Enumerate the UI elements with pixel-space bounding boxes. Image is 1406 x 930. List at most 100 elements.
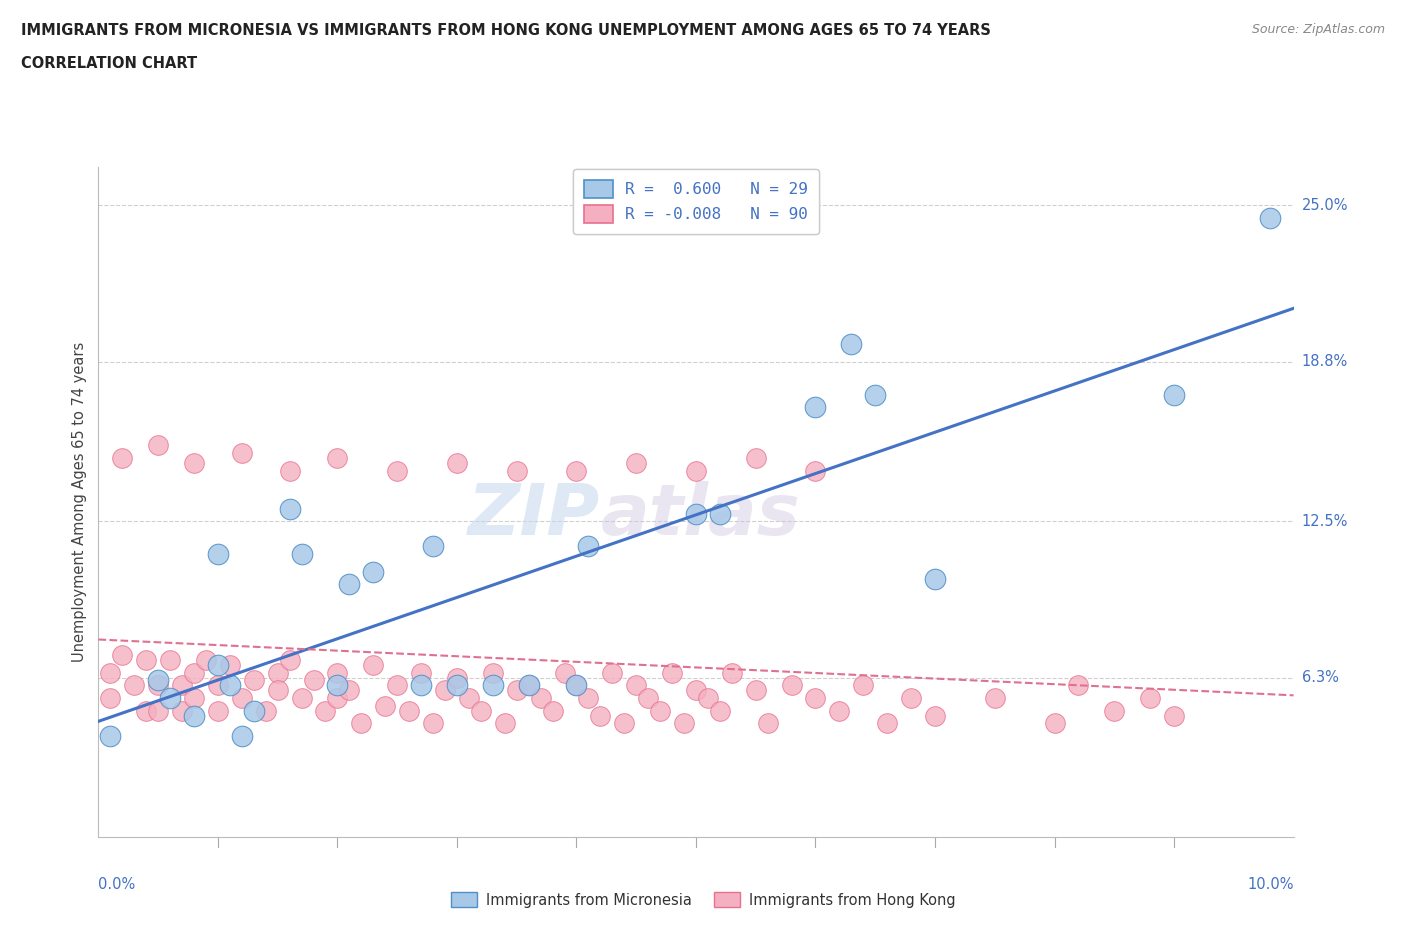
Point xyxy=(1139,691,1161,706)
Point xyxy=(804,400,827,415)
Point xyxy=(111,450,134,465)
Point xyxy=(98,665,122,680)
Point xyxy=(111,647,134,662)
Point xyxy=(804,463,827,478)
Point xyxy=(363,565,385,579)
Point xyxy=(446,678,468,693)
Point xyxy=(865,388,887,403)
Point xyxy=(339,577,360,591)
Point xyxy=(219,678,242,693)
Point xyxy=(350,716,373,731)
Point xyxy=(494,716,516,731)
Point xyxy=(745,450,768,465)
Point xyxy=(411,665,433,680)
Point xyxy=(148,703,170,718)
Point xyxy=(374,698,396,713)
Point xyxy=(613,716,636,731)
Point xyxy=(780,678,803,693)
Text: 18.8%: 18.8% xyxy=(1302,354,1348,369)
Point xyxy=(411,678,433,693)
Point xyxy=(207,678,229,693)
Point xyxy=(685,683,707,698)
Point xyxy=(183,709,205,724)
Point xyxy=(159,653,181,668)
Point xyxy=(983,691,1005,706)
Point xyxy=(541,703,564,718)
Point xyxy=(398,703,420,718)
Point xyxy=(578,539,600,554)
Point xyxy=(326,678,349,693)
Legend: R =  0.600   N = 29, R = -0.008   N = 90: R = 0.600 N = 29, R = -0.008 N = 90 xyxy=(572,168,820,234)
Point xyxy=(876,716,898,731)
Point xyxy=(624,678,647,693)
Point xyxy=(290,547,312,562)
Point xyxy=(194,653,218,668)
Point xyxy=(172,678,194,693)
Point xyxy=(685,463,707,478)
Text: 6.3%: 6.3% xyxy=(1302,671,1339,685)
Point xyxy=(267,665,290,680)
Point xyxy=(183,691,205,706)
Point xyxy=(565,463,588,478)
Point xyxy=(207,703,229,718)
Point xyxy=(852,678,875,693)
Point xyxy=(1163,388,1185,403)
Point xyxy=(243,703,266,718)
Point xyxy=(148,438,170,453)
Point xyxy=(481,665,505,680)
Point xyxy=(315,703,337,718)
Point xyxy=(648,703,672,718)
Point xyxy=(135,703,157,718)
Point xyxy=(422,539,444,554)
Point xyxy=(565,678,588,693)
Point xyxy=(363,658,385,672)
Point xyxy=(1258,210,1281,225)
Point xyxy=(624,456,647,471)
Point xyxy=(673,716,696,731)
Point xyxy=(446,456,468,471)
Point xyxy=(1104,703,1126,718)
Point xyxy=(98,691,122,706)
Point xyxy=(721,665,744,680)
Point xyxy=(578,691,600,706)
Point xyxy=(900,691,922,706)
Point xyxy=(529,691,551,706)
Point xyxy=(302,673,325,688)
Point xyxy=(924,709,946,724)
Point xyxy=(207,547,229,562)
Point xyxy=(290,691,312,706)
Point xyxy=(326,450,349,465)
Point xyxy=(207,658,229,672)
Text: Source: ZipAtlas.com: Source: ZipAtlas.com xyxy=(1251,23,1385,36)
Point xyxy=(243,673,266,688)
Point xyxy=(434,683,457,698)
Point xyxy=(326,665,349,680)
Point xyxy=(517,678,540,693)
Point xyxy=(183,456,205,471)
Point xyxy=(745,683,768,698)
Point xyxy=(685,506,707,521)
Point xyxy=(219,658,242,672)
Point xyxy=(278,653,301,668)
Point xyxy=(709,703,731,718)
Point xyxy=(326,691,349,706)
Point xyxy=(589,709,612,724)
Point xyxy=(159,691,181,706)
Text: ZIP: ZIP xyxy=(468,481,600,550)
Point xyxy=(385,463,409,478)
Point xyxy=(506,463,529,478)
Point xyxy=(1067,678,1090,693)
Point xyxy=(254,703,277,718)
Point xyxy=(828,703,851,718)
Y-axis label: Unemployment Among Ages 65 to 74 years: Unemployment Among Ages 65 to 74 years xyxy=(72,342,87,662)
Text: 12.5%: 12.5% xyxy=(1302,513,1348,528)
Legend: Immigrants from Micronesia, Immigrants from Hong Kong: Immigrants from Micronesia, Immigrants f… xyxy=(444,886,962,913)
Point xyxy=(637,691,659,706)
Point xyxy=(600,665,623,680)
Point xyxy=(1043,716,1066,731)
Point xyxy=(804,691,827,706)
Point xyxy=(565,678,588,693)
Point xyxy=(339,683,360,698)
Point xyxy=(506,683,529,698)
Point xyxy=(470,703,492,718)
